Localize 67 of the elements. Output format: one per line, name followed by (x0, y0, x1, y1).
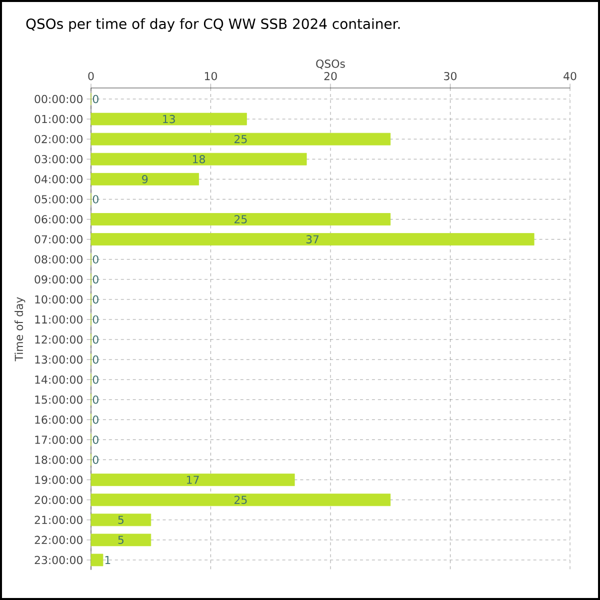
data-label: 18 (193, 155, 205, 164)
data-label: 37 (306, 235, 319, 244)
y-tick-label: 14:00:00 (35, 375, 82, 384)
bar (90, 152, 307, 166)
data-label: 25 (234, 134, 247, 144)
bar (90, 494, 391, 506)
y-tick-label: 21:00:00 (34, 516, 82, 524)
data-label: 0 (92, 315, 98, 324)
data-label: 0 (92, 94, 98, 104)
y-tick-label: 04:00:00 (34, 175, 82, 184)
data-label: 0 (92, 195, 98, 204)
x-tick-label: 40 (564, 72, 576, 80)
data-label: 0 (92, 275, 98, 284)
y-tick-label: 06:00:00 (34, 215, 82, 224)
data-label: 13 (163, 114, 175, 124)
bar (90, 132, 391, 146)
bar (90, 172, 199, 186)
y-tick-label: 15:00:00 (35, 396, 82, 404)
y-tick-label: 07:00:00 (34, 235, 82, 244)
chart-title: QSOs per time of day for CQ WW SSB 2024 container. (26, 18, 400, 32)
data-label: 0 (92, 416, 98, 424)
bar (90, 474, 295, 486)
data-label: 0 (92, 295, 98, 304)
data-label: 0 (92, 456, 98, 464)
bar (90, 112, 247, 126)
y-tick-label: 12:00:00 (35, 335, 82, 344)
y-tick-label: 00:00:00 (34, 94, 82, 104)
x-tick-label: 30 (444, 72, 456, 80)
bar (90, 534, 152, 546)
data-label: 0 (92, 396, 98, 404)
data-label: 5 (118, 516, 124, 524)
data-label: 5 (118, 536, 124, 544)
bar (90, 233, 534, 246)
data-label: 25 (234, 215, 247, 224)
bar (90, 554, 104, 566)
y-tick-label: 19:00:00 (35, 476, 82, 484)
bar (90, 213, 391, 226)
data-label: 17 (187, 476, 199, 484)
y-tick-label: 08:00:00 (34, 255, 82, 264)
data-label: 1 (105, 556, 110, 564)
data-label: 0 (92, 335, 98, 344)
x-tick-label: 20 (324, 72, 337, 80)
x-tick-label: 0 (88, 72, 94, 80)
y-tick-label: 20:00:00 (34, 496, 82, 504)
y-tick-label: 10:00:00 (35, 295, 82, 304)
data-label: 25 (234, 496, 247, 504)
data-label: 0 (92, 436, 98, 444)
y-tick-label: 05:00:00 (34, 195, 82, 204)
y-tick-label: 03:00:00 (34, 155, 82, 164)
data-label: 0 (92, 255, 98, 264)
y-tick-label: 16:00:00 (35, 416, 82, 424)
data-label: 0 (92, 355, 98, 364)
y-tick-label: 23:00:00 (34, 556, 82, 564)
x-axis-title: QSOs (316, 60, 345, 70)
y-tick-label: 09:00:00 (34, 275, 82, 284)
data-label: 0 (92, 375, 98, 384)
y-tick-label: 13:00:00 (35, 355, 82, 364)
bar (90, 514, 152, 526)
y-tick-label: 01:00:00 (34, 114, 82, 124)
y-axis-title: Time of day (14, 297, 26, 362)
y-tick-label: 17:00:00 (35, 436, 82, 444)
data-label: 9 (142, 175, 148, 184)
y-tick-label: 18:00:00 (35, 456, 82, 464)
y-tick-label: 11:00:00 (35, 315, 82, 324)
y-tick-label: 22:00:00 (34, 536, 82, 544)
x-tick-label: 10 (204, 72, 217, 80)
y-tick-label: 02:00:00 (34, 134, 82, 144)
